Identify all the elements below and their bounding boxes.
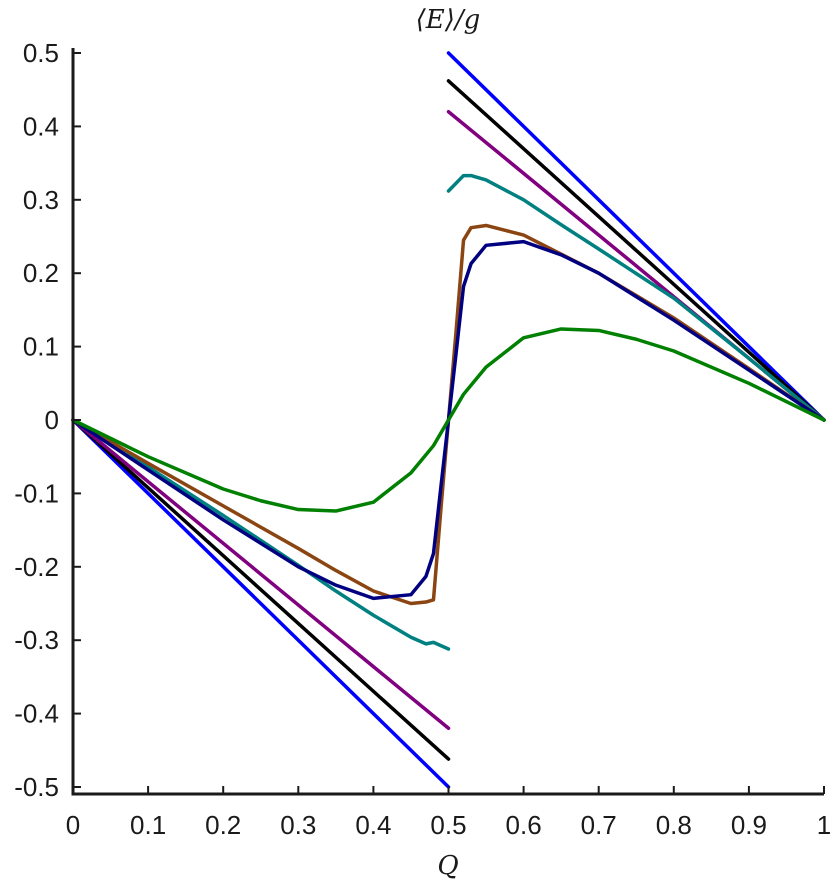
x-ticks: 0 0.1 0.2 0.3 0.4 0.5 0.6 0.7 0.8 0.9 1 bbox=[66, 786, 830, 840]
series-6 bbox=[71, 327, 826, 513]
y-tick-label: 0.5 bbox=[23, 38, 59, 68]
x-tick-label: 0.6 bbox=[506, 810, 542, 840]
series-6-line-0 bbox=[71, 327, 826, 513]
x-tick-label: 0.8 bbox=[656, 810, 692, 840]
series-1 bbox=[71, 79, 826, 761]
series-layer bbox=[71, 51, 826, 789]
series-1-line-0 bbox=[71, 418, 451, 761]
series-4-line-0 bbox=[71, 418, 451, 606]
x-tick-label: 0.4 bbox=[355, 810, 391, 840]
y-tick-label: 0.2 bbox=[23, 258, 59, 288]
y-tick-label: -0.2 bbox=[14, 552, 59, 582]
chart-title: ⟨E⟩/g bbox=[416, 5, 481, 35]
x-tick-label: 0.2 bbox=[205, 810, 241, 840]
y-tick-label: 0 bbox=[45, 405, 59, 435]
y-tick-label: -0.4 bbox=[14, 699, 59, 729]
series-5-line-0 bbox=[71, 418, 451, 601]
x-tick-label: 0.9 bbox=[731, 810, 767, 840]
y-tick-label: -0.3 bbox=[14, 625, 59, 655]
x-tick-label: 0.1 bbox=[130, 810, 166, 840]
y-tick-label: 0.1 bbox=[23, 332, 59, 362]
y-tick-label: -0.5 bbox=[14, 772, 59, 802]
y-tick-label: 0.4 bbox=[23, 111, 59, 141]
x-tick-label: 0.7 bbox=[581, 810, 617, 840]
x-tick-label: 0 bbox=[66, 810, 80, 840]
x-tick-label: 0.3 bbox=[280, 810, 316, 840]
series-3-line-0 bbox=[71, 418, 451, 651]
x-tick-label: 1 bbox=[817, 810, 830, 840]
series-0-line-0 bbox=[71, 418, 451, 789]
x-axis-title: Q bbox=[437, 851, 458, 881]
y-tick-label: -0.1 bbox=[14, 478, 59, 508]
series-3 bbox=[71, 173, 826, 651]
series-3-line-1 bbox=[446, 173, 826, 422]
series-1-line-1 bbox=[446, 79, 826, 422]
series-0-line-1 bbox=[446, 51, 826, 422]
y-tick-label: 0.3 bbox=[23, 185, 59, 215]
series-2-line-0 bbox=[71, 418, 451, 731]
series-5-line-1 bbox=[446, 239, 826, 422]
x-tick-label: 0.5 bbox=[430, 810, 466, 840]
series-0 bbox=[71, 51, 826, 789]
y-ticks: -0.5 -0.4 -0.3 -0.2 -0.1 0 0.1 0.2 0.3 0.4 0.5 bbox=[14, 38, 81, 802]
series-5 bbox=[71, 239, 826, 601]
